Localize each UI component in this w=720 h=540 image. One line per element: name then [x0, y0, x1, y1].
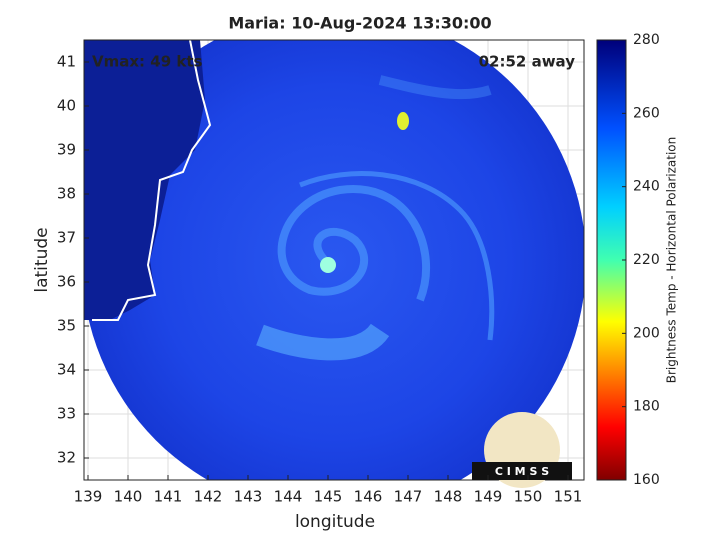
storm-bands [256, 75, 495, 361]
y-tick-label: 40 [57, 97, 76, 115]
time-annotation: 02:52 away [479, 53, 576, 71]
vmax-annotation: Vmax: 49 kts [92, 53, 202, 71]
x-tick-label: 140 [114, 488, 143, 506]
x-tick-label: 148 [434, 488, 463, 506]
cold-spot [397, 112, 409, 130]
colorbar-tick-label: 240 [633, 179, 660, 195]
y-tick-label: 36 [57, 273, 76, 291]
colorbar-tick-label: 220 [633, 252, 660, 268]
colorbar-label: Brightness Temp - Horizontal Polarizatio… [665, 137, 679, 384]
x-tick-label: 142 [194, 488, 223, 506]
title: Maria: 10-Aug-2024 13:30:00 [228, 14, 491, 33]
x-axis-label: longitude [295, 512, 375, 532]
colorbar-tick-label: 160 [633, 472, 660, 488]
x-tick-label: 150 [514, 488, 543, 506]
x-tick-label: 144 [274, 488, 303, 506]
plot-frame [83, 39, 585, 481]
logo-text: C I M S S [495, 465, 549, 478]
y-tick-label: 41 [57, 53, 76, 71]
colorbar-tick-label: 260 [633, 105, 660, 121]
logo: C I M S S [472, 412, 572, 488]
y-tick-label: 33 [57, 405, 76, 423]
y-tick-label: 38 [57, 185, 76, 203]
logo-band [472, 462, 572, 480]
land [84, 40, 205, 320]
x-tick-label: 141 [154, 488, 183, 506]
y-tick-label: 35 [57, 317, 76, 335]
x-tick-label: 147 [394, 488, 423, 506]
colorbar-tick-label: 280 [633, 32, 660, 48]
colorbar-tick-label: 180 [633, 399, 660, 415]
colorbar [596, 39, 627, 481]
satellite-image [84, 40, 584, 480]
x-tick-label: 146 [354, 488, 383, 506]
y-tick-label: 39 [57, 141, 76, 159]
x-tick-label: 151 [554, 488, 583, 506]
y-axis-label: latitude [32, 227, 52, 292]
y-tick-label: 34 [57, 361, 76, 379]
x-tick-label: 143 [234, 488, 263, 506]
x-tick-label: 139 [74, 488, 103, 506]
y-tick-label: 32 [57, 449, 76, 467]
coastline [92, 40, 212, 321]
storm-eye [320, 257, 336, 273]
x-tick-label: 145 [314, 488, 343, 506]
colorbar-tick-label: 200 [633, 325, 660, 341]
y-tick-label: 37 [57, 229, 76, 247]
x-tick-label: 149 [474, 488, 503, 506]
